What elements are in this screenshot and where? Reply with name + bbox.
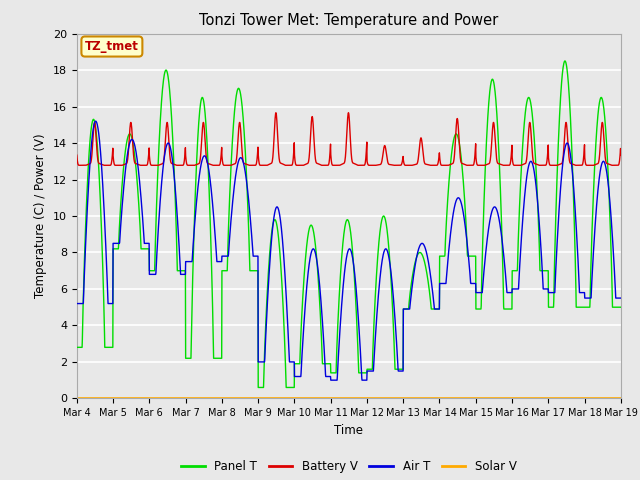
Title: Tonzi Tower Met: Temperature and Power: Tonzi Tower Met: Temperature and Power [199,13,499,28]
Text: TZ_tmet: TZ_tmet [85,40,139,53]
X-axis label: Time: Time [334,424,364,437]
Y-axis label: Temperature (C) / Power (V): Temperature (C) / Power (V) [35,134,47,298]
Legend: Panel T, Battery V, Air T, Solar V: Panel T, Battery V, Air T, Solar V [176,456,522,478]
